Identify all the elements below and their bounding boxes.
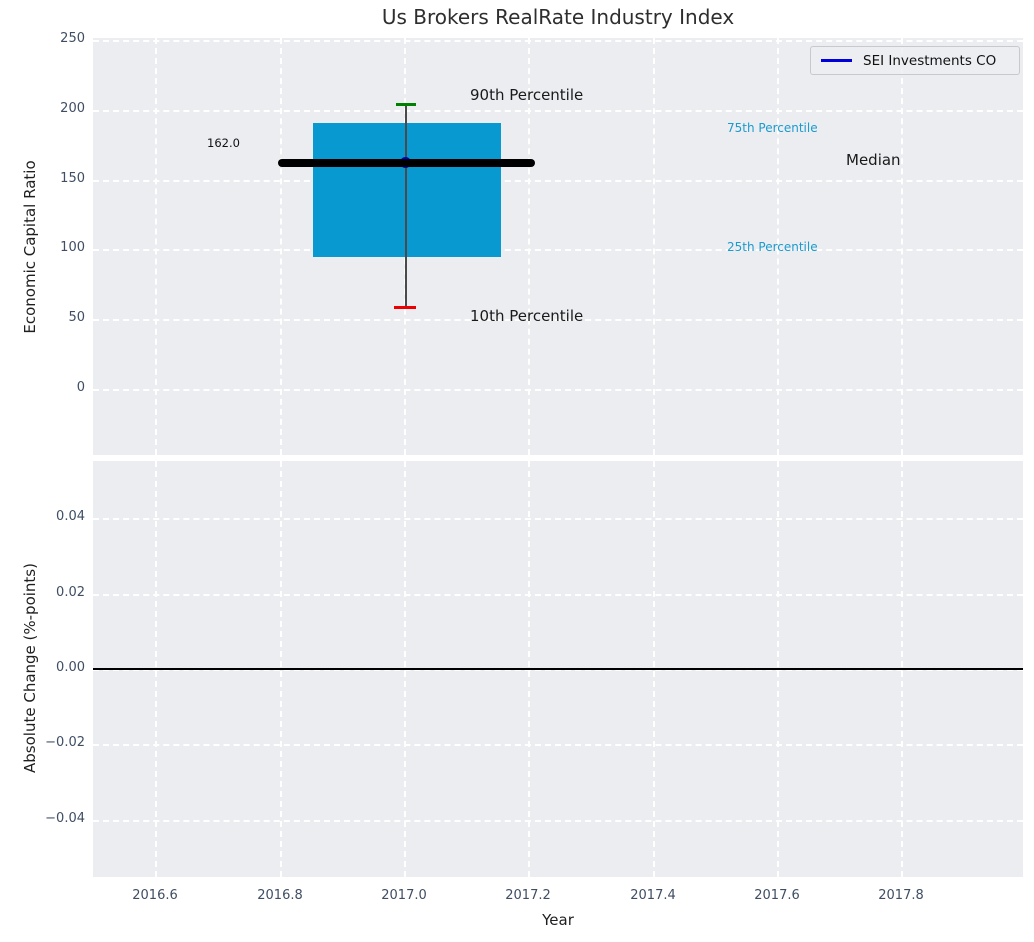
ytick-label: 0 [76, 380, 85, 395]
gridline [93, 40, 1023, 42]
legend-label: SEI Investments CO [863, 52, 997, 69]
gridline [93, 319, 1023, 321]
xtick-label: 2017.8 [878, 888, 924, 903]
gridline [777, 38, 779, 455]
top-axes: 162.0 90th Percentile 75th Percentile Me… [93, 38, 1023, 455]
gridline [93, 110, 1023, 112]
ytick-label: 0.04 [56, 509, 85, 524]
legend: SEI Investments CO [810, 46, 1020, 75]
gridline [280, 38, 282, 455]
xtick-label: 2016.6 [132, 888, 178, 903]
whisker-cap-10th [394, 306, 416, 309]
top-y-axis-label: Economic Capital Ratio [21, 160, 39, 334]
annotation-median: Median [846, 151, 901, 169]
ytick-label: 100 [60, 240, 85, 255]
annotation-25th-percentile: 25th Percentile [727, 240, 818, 254]
annotation-75th-percentile: 75th Percentile [727, 121, 818, 135]
ytick-label: 0.00 [56, 660, 85, 675]
gridline [93, 180, 1023, 182]
legend-line-sample [821, 59, 852, 62]
gridline [93, 820, 1023, 822]
xtick-label: 2017.2 [505, 888, 551, 903]
gridline [155, 38, 157, 455]
ytick-label: 150 [60, 171, 85, 186]
zero-reference-line [93, 668, 1023, 670]
xtick-label: 2016.8 [257, 888, 303, 903]
interquartile-box [313, 123, 501, 257]
ytick-label: 200 [60, 101, 85, 116]
gridline [653, 38, 655, 455]
xtick-label: 2017.0 [381, 888, 427, 903]
chart-title: Us Brokers RealRate Industry Index [381, 5, 735, 29]
gridline [93, 669, 1023, 671]
median-line [278, 159, 535, 167]
gridline [93, 744, 1023, 746]
xtick-label: 2017.6 [754, 888, 800, 903]
gridline [93, 594, 1023, 596]
annotation-90th-percentile: 90th Percentile [470, 86, 584, 104]
gridline [901, 38, 903, 455]
ytick-label: 50 [68, 310, 85, 325]
ytick-label: −0.04 [45, 811, 85, 826]
whisker-cap-90th [396, 103, 416, 106]
xtick-label: 2017.4 [630, 888, 676, 903]
ytick-label: 250 [60, 31, 85, 46]
ytick-label: −0.02 [45, 735, 85, 750]
gridline [528, 38, 530, 455]
bottom-y-axis-label: Absolute Change (%-points) [21, 563, 39, 773]
gridline [93, 389, 1023, 391]
whisker-line [405, 104, 407, 307]
ytick-label: 0.02 [56, 585, 85, 600]
median-value-annotation: 162.0 [207, 136, 240, 150]
gridline [93, 249, 1023, 251]
x-axis-label: Year [542, 911, 574, 929]
bottom-axes [93, 461, 1023, 877]
gridline [93, 518, 1023, 520]
annotation-10th-percentile: 10th Percentile [470, 307, 584, 325]
